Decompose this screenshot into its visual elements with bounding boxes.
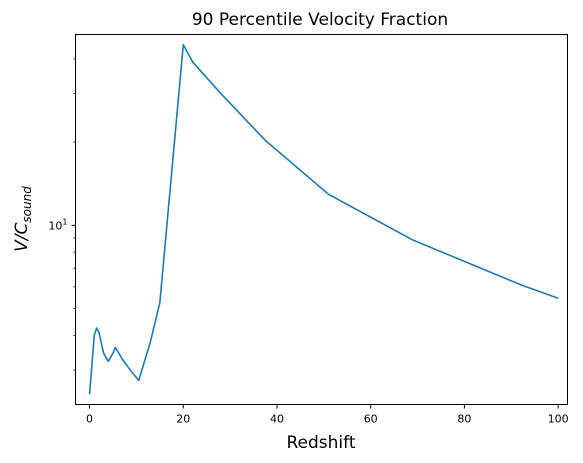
- y-axis-label-base: V/C: [12, 222, 32, 251]
- x-tick-label: 0: [86, 413, 93, 426]
- x-axis-label: Redshift: [286, 433, 355, 453]
- chart-title: 90 Percentile Velocity Fraction: [192, 10, 448, 30]
- x-tick-label: 20: [176, 413, 190, 426]
- x-tick-label: 100: [548, 413, 569, 426]
- axes-frame: [75, 34, 568, 405]
- series-line: [88, 43, 559, 395]
- x-tick-label: 40: [270, 413, 284, 426]
- x-axis-ticks: 0 20 40 60 80 100: [86, 404, 569, 426]
- x-tick-label: 80: [457, 413, 471, 426]
- y-axis-label: V/Csound: [12, 186, 34, 252]
- y-tick-label: 101: [48, 217, 67, 232]
- y-axis-ticks: 101: [48, 58, 76, 371]
- x-tick-label: 60: [364, 413, 378, 426]
- plot-area: [75, 34, 568, 405]
- y-axis-label-subscript: sound: [20, 186, 34, 223]
